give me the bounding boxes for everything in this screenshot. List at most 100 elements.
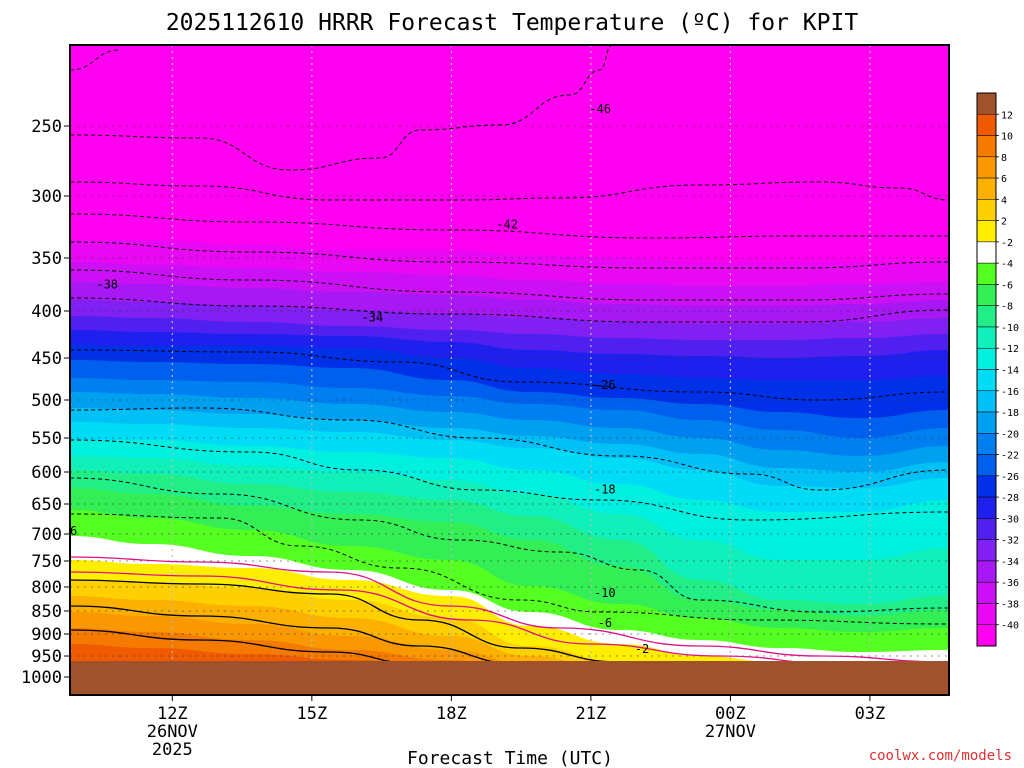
y-tick-label-14: 950 — [31, 647, 62, 667]
contour-dashed-11 — [70, 513, 949, 625]
temperature-field — [70, 239, 949, 695]
y-tick-label-3: 400 — [31, 302, 62, 322]
colorbar-cell-6 — [976, 241, 997, 264]
contour-dashed-10 — [70, 477, 949, 613]
x-tick-sub-0: 26NOV — [147, 722, 198, 742]
colorbar-cell-10 — [976, 326, 997, 349]
colorbar-label-3: 6 — [1001, 174, 1007, 185]
x-tick-sub-4: 27NOV — [705, 722, 756, 742]
chart-title: 2025112610 HRRR Forecast Temperature (ºC… — [166, 10, 859, 36]
colorbar-cell-1 — [976, 135, 997, 158]
x-tick-label-3: 21Z — [576, 704, 607, 724]
colorbar-cell-24 — [976, 624, 997, 647]
colorbar-cell-11 — [976, 347, 997, 370]
contour-label-10: -6 — [70, 524, 77, 538]
contour-label-text-13: -2 — [635, 642, 649, 656]
y-tick-label-8: 650 — [31, 495, 62, 515]
colorbar-label-23: -38 — [1001, 599, 1019, 610]
colorbar-cell-19 — [976, 518, 997, 540]
colorbar-label-15: -20 — [1001, 429, 1019, 440]
colorbar-label-21: -34 — [1001, 557, 1019, 568]
colorbar-cell-15 — [976, 433, 997, 455]
y-tick-label-0: 250 — [31, 117, 62, 137]
contour-label-text-2: -38 — [96, 278, 118, 292]
plot-area: -46-42-38-34-30-26-18-14-10-10-6-6-2-210 — [70, 45, 949, 695]
contour-dashed-0 — [70, 49, 121, 71]
colorbar-label-14: -18 — [1001, 408, 1019, 419]
contour-label-6: -18 — [594, 482, 616, 496]
x-tick-label-2: 18Z — [436, 704, 467, 724]
contour-label-text-9: -10 — [594, 586, 616, 600]
colorbar-label-11: -12 — [1001, 344, 1019, 355]
colorbar-cell-14 — [976, 411, 997, 434]
y-tick-label-1: 300 — [31, 187, 62, 207]
colorbar-cell-13 — [976, 390, 997, 413]
contour-labels: -46-42-38-34-30-26-18-14-10-10-6-6-2-210 — [70, 102, 649, 656]
colorbar-cell-5 — [976, 220, 997, 243]
y-tick-label-7: 600 — [31, 463, 62, 483]
colorbar-frame — [976, 92, 997, 647]
contour-label-0: -46 — [589, 102, 611, 116]
colorbar-label-1: 10 — [1001, 132, 1013, 143]
colorbar-label-17: -26 — [1001, 472, 1019, 483]
colorbar-cell-top — [976, 92, 997, 115]
y-tick-label-11: 800 — [31, 578, 62, 598]
x-tick-label-1: 15Z — [296, 704, 327, 724]
contour-label-text-3: -34 — [361, 311, 383, 325]
y-tick-label-4: 450 — [31, 349, 62, 369]
colorbar-label-16: -22 — [1001, 451, 1019, 462]
contour-label-1: -42 — [496, 218, 518, 232]
colorbar-label-4: 4 — [1001, 195, 1007, 206]
contour-label-13: -2 — [635, 642, 649, 656]
y-tick-label-15: 1000 — [21, 668, 62, 688]
colorbar-cell-4 — [976, 199, 997, 221]
contour-dashed-8 — [70, 407, 949, 491]
colorbar-label-22: -36 — [1001, 578, 1019, 589]
contour-label-text-1: -42 — [496, 218, 518, 232]
x-tick-label-4: 00Z — [715, 704, 746, 724]
colorbar-label-7: -4 — [1001, 259, 1013, 270]
colorbar-cell-22 — [976, 581, 997, 604]
contour-freezing-0 — [70, 556, 949, 663]
colorbar-label-0: 12 — [1001, 110, 1013, 121]
colorbar-label-12: -14 — [1001, 366, 1019, 377]
colorbar-cell-20 — [976, 539, 997, 562]
contour-label-11: -6 — [598, 616, 612, 630]
colorbar-label-19: -30 — [1001, 514, 1019, 525]
contour-label-2: -38 — [96, 278, 118, 292]
colorbar-label-8: -6 — [1001, 280, 1013, 291]
contour-lines — [70, 45, 949, 681]
contour-dashed-9 — [70, 439, 949, 521]
y-axis: 250 300 350 400 450 500 550 600 650 700 750 800 850 9… — [21, 117, 70, 688]
y-tick-label-12: 850 — [31, 602, 62, 622]
colorbar-cell-16 — [976, 454, 997, 477]
colorbar-cell-9 — [976, 305, 997, 328]
colorbar-cell-12 — [976, 369, 997, 392]
contour-label-text-11: -6 — [598, 616, 612, 630]
colorbar-label-6: -2 — [1001, 238, 1013, 249]
contour-dashed-4 — [70, 241, 949, 269]
colorbar-cell-7 — [976, 262, 997, 285]
colorbar-label-5: 2 — [1001, 217, 1007, 228]
colorbar-cell-0 — [976, 114, 997, 136]
x-tick-label-5: 03Z — [855, 704, 886, 724]
contour-dashed-3 — [70, 213, 949, 239]
contour-label-5: -26 — [594, 378, 616, 392]
ground-below-surface — [70, 661, 949, 695]
y-tick-label-10: 750 — [31, 552, 62, 572]
colorbar-cell-17 — [976, 475, 997, 498]
colorbar: 12 10 8 6 4 2 -2 -4 -6 -8 -10 -12 -14 -16 -18 -20 -22 -26… — [976, 92, 1019, 647]
y-tick-label-9: 700 — [31, 525, 62, 545]
contour-label-9: -10 — [594, 586, 616, 600]
colorbar-label-2: 8 — [1001, 153, 1007, 164]
contour-dashed-6 — [70, 297, 949, 323]
colorbar-label-20: -32 — [1001, 536, 1019, 547]
colorbar-label-10: -10 — [1001, 323, 1019, 334]
contour-dashed-5 — [70, 269, 949, 301]
colorbar-cell-18 — [976, 496, 997, 519]
y-tick-label-5: 500 — [31, 391, 62, 411]
x-tick-sub2-0: 2025 — [152, 740, 193, 760]
contour-dashed-7 — [70, 349, 949, 401]
